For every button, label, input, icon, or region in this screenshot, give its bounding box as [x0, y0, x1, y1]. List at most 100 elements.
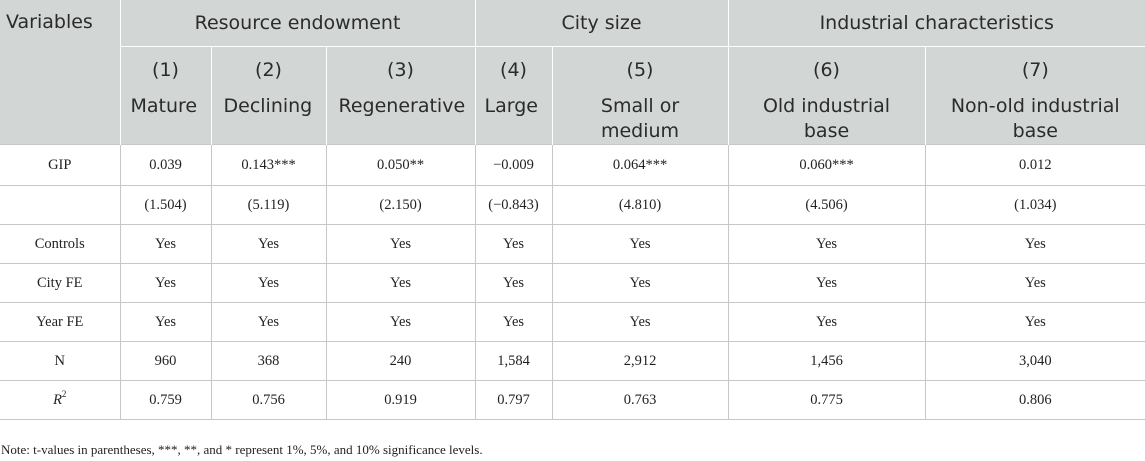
table-cell: Yes: [325, 302, 476, 342]
table-cell: Yes: [924, 263, 1145, 303]
table-cell: 0.806: [924, 380, 1145, 420]
regression-table: Variables Resource endowment City size I…: [0, 0, 1145, 420]
header-col-label-line: Old industrial: [762, 95, 891, 117]
header-col-number: (1): [119, 46, 211, 94]
table-cell: 2,912: [551, 341, 729, 381]
header-col-number: (4): [474, 46, 553, 94]
header-group-industrial-characteristics: Industrial characteristics: [727, 0, 1145, 47]
table-cell: Yes: [325, 263, 476, 303]
table-cell: Yes: [924, 224, 1145, 264]
table-cell: Yes: [551, 263, 729, 303]
table-cell: 0.143***: [210, 144, 326, 186]
table-row: R2 0.759 0.756 0.919 0.797 0.763 0.775 0.806: [0, 380, 1145, 420]
table-header: Variables Resource endowment City size I…: [0, 0, 1145, 145]
table-cell: Yes: [727, 302, 926, 342]
table-cell: 3,040: [924, 341, 1145, 381]
header-col-label-line: Small or: [600, 95, 680, 117]
table-cell: (1.504): [119, 185, 211, 225]
table-cell: Yes: [119, 302, 211, 342]
row-label: GIP: [0, 144, 120, 186]
table-cell: Yes: [325, 224, 476, 264]
row-label-text: Year FE: [36, 313, 84, 330]
header-col-label-line: Non-old industrial: [950, 95, 1120, 117]
table-row: City FE Yes Yes Yes Yes Yes Yes Yes: [0, 263, 1145, 303]
table-cell: Yes: [119, 224, 211, 264]
table-cell: Yes: [210, 224, 326, 264]
table-cell: 0.763: [551, 380, 729, 420]
header-group-resource-endowment: Resource endowment: [119, 0, 476, 47]
header-variables: Variables: [0, 0, 120, 145]
row-label: City FE: [0, 263, 120, 303]
table-cell: Yes: [210, 263, 326, 303]
table-cell: 1,456: [727, 341, 926, 381]
table-cell: (5.119): [210, 185, 326, 225]
table-cell: Yes: [474, 224, 553, 264]
table-body: GIP 0.039 0.143*** 0.050** −0.009 0.064*** 0.0…: [0, 144, 1145, 420]
header-col-number: (2): [210, 46, 326, 94]
row-label: Year FE: [0, 302, 120, 342]
row-label: R2: [0, 380, 120, 420]
row-label: N: [0, 341, 120, 381]
header-col-label: Small or medium: [551, 94, 729, 145]
table-cell: (−0.843): [474, 185, 553, 225]
table-cell: Yes: [474, 302, 553, 342]
table-cell: Yes: [727, 224, 926, 264]
table-row: N 960 368 240 1,584 2,912 1,456 3,040: [0, 341, 1145, 381]
header-col-label: Mature: [119, 94, 211, 145]
row-label-text: City FE: [36, 274, 83, 291]
header-group-city-size: City size: [474, 0, 729, 47]
table-cell: 0.050**: [325, 144, 476, 186]
header-col-number: (7): [924, 46, 1145, 94]
table-cell: Yes: [210, 302, 326, 342]
header-col-number: (5): [551, 46, 729, 94]
table-cell: Yes: [924, 302, 1145, 342]
header-col-label-line: base: [1012, 120, 1058, 142]
table-row: Controls Yes Yes Yes Yes Yes Yes Yes: [0, 224, 1145, 264]
row-label-text: N: [54, 352, 65, 369]
header-col-label-line: medium: [600, 120, 680, 142]
header-col-label-line: Large: [484, 95, 538, 117]
row-label: [0, 185, 120, 225]
row-label-text: GIP: [48, 156, 72, 173]
table-cell: 0.797: [474, 380, 553, 420]
row-label-text: R: [53, 391, 62, 408]
table-cell: 1,584: [474, 341, 553, 381]
row-label-text: Controls: [34, 235, 85, 252]
table-cell: 0.759: [119, 380, 211, 420]
table-note: Note: t-values in parentheses, ***, **, …: [1, 442, 483, 457]
table-cell: Yes: [551, 302, 729, 342]
table-row: (1.504) (5.119) (2.150) (−0.843) (4.810) (4.5…: [0, 185, 1145, 225]
header-col-label: Non-old industrial base: [924, 94, 1145, 145]
table-cell: 0.039: [119, 144, 211, 186]
header-col-label: Declining: [210, 94, 326, 145]
table-cell: (2.150): [325, 185, 476, 225]
table-cell: (4.810): [551, 185, 729, 225]
table-cell: 0.775: [727, 380, 926, 420]
table-cell: Yes: [474, 263, 553, 303]
header-col-label-line: Declining: [223, 95, 313, 117]
header-col-label-line: Mature: [130, 95, 198, 117]
table-cell: Yes: [119, 263, 211, 303]
table-cell: (1.034): [924, 185, 1145, 225]
table-cell: 0.064***: [551, 144, 729, 186]
row-label: Controls: [0, 224, 120, 264]
header-col-label-line: base: [803, 120, 850, 142]
table-row: GIP 0.039 0.143*** 0.050** −0.009 0.064*** 0.0…: [0, 144, 1145, 186]
table-cell: 0.919: [325, 380, 476, 420]
table-cell: 0.756: [210, 380, 326, 420]
regression-table-container: Variables Resource endowment City size I…: [0, 0, 1145, 420]
header-col-label: Large: [474, 94, 553, 145]
table-cell: 960: [119, 341, 211, 381]
table-row: Year FE Yes Yes Yes Yes Yes Yes Yes: [0, 302, 1145, 342]
table-cell: 368: [210, 341, 326, 381]
header-col-label-line: Regenerative: [338, 95, 466, 117]
table-cell: Yes: [551, 224, 729, 264]
table-cell: Yes: [727, 263, 926, 303]
table-cell: 0.060***: [727, 144, 926, 186]
row-label-superscript: 2: [61, 388, 67, 399]
header-col-label: Regenerative: [325, 94, 476, 145]
header-col-number: (3): [325, 46, 476, 94]
table-cell: 0.012: [924, 144, 1145, 186]
header-col-number: (6): [727, 46, 926, 94]
table-cell: −0.009: [474, 144, 553, 186]
